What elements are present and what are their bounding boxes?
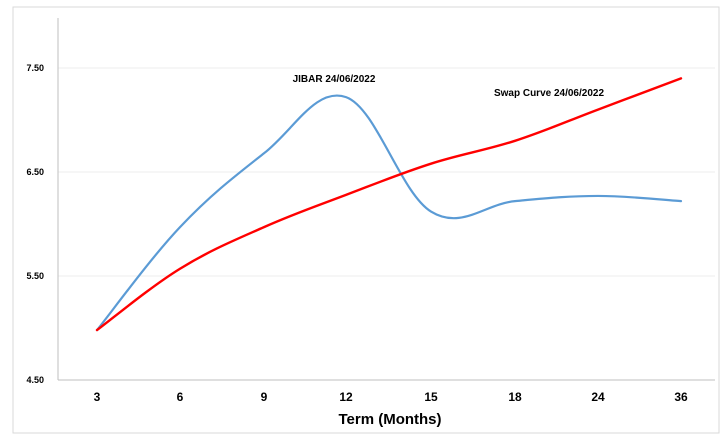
x-tick-label: 3 [94,390,101,404]
x-tick-label: 12 [339,390,353,404]
x-tick-label: 18 [508,390,522,404]
x-axis-title: Term (Months) [338,411,441,428]
series-label-swap-curve: Swap Curve 24/06/2022 [494,88,605,99]
series-label-jibar: JIBAR 24/06/2022 [293,74,376,85]
series-line-jibar [95,94,683,332]
x-tick-label: 36 [674,390,688,404]
y-tick-label: 7.50 [26,63,44,73]
y-tick-label: 5.50 [26,271,44,281]
chart-frame [12,6,720,434]
x-tick-label: 9 [261,390,268,404]
series-layer [95,77,683,332]
y-tick-label: 6.50 [26,167,44,177]
axis-layer [57,18,715,381]
x-tick-label: 24 [591,390,605,404]
series-line-swap-curve [95,77,683,332]
y-tick-label: 4.50 [26,375,44,385]
x-tick-label: 6 [177,390,184,404]
x-tick-label: 15 [424,390,438,404]
